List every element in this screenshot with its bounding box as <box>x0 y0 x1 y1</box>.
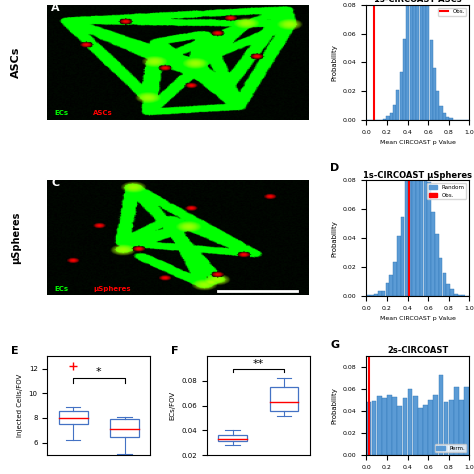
Bar <box>450 289 454 296</box>
Bar <box>387 395 392 455</box>
Y-axis label: Probability: Probability <box>331 219 337 256</box>
Bar <box>110 419 139 437</box>
Bar <box>438 375 443 455</box>
Legend: Perm.: Perm. <box>435 444 466 452</box>
Bar <box>426 4 429 120</box>
Bar <box>424 152 427 296</box>
Text: G: G <box>330 340 339 350</box>
Bar <box>447 284 450 296</box>
Bar <box>458 295 462 296</box>
X-axis label: Mean CIRCOAST p Value: Mean CIRCOAST p Value <box>380 140 456 146</box>
Bar <box>270 387 299 410</box>
Bar <box>397 236 401 296</box>
Bar <box>439 106 443 120</box>
Bar <box>409 155 412 296</box>
Bar <box>443 273 447 296</box>
Bar <box>393 262 397 296</box>
Bar <box>435 234 438 296</box>
Text: ASCs: ASCs <box>11 47 21 78</box>
Bar <box>446 117 449 120</box>
Bar <box>423 0 426 120</box>
Bar <box>449 400 454 455</box>
Text: F: F <box>171 346 178 356</box>
Text: μSpheres: μSpheres <box>11 212 21 264</box>
Text: D: D <box>330 163 339 173</box>
Bar <box>413 0 416 120</box>
Bar <box>454 387 459 455</box>
Bar <box>433 395 438 455</box>
Bar <box>443 113 446 120</box>
Bar <box>378 292 382 296</box>
Bar <box>392 397 397 455</box>
Bar <box>428 182 431 296</box>
Bar <box>423 404 428 455</box>
Bar <box>419 0 423 120</box>
Bar <box>436 91 439 120</box>
Legend: Random, Obs.: Random, Obs. <box>428 183 466 200</box>
Bar <box>403 39 406 120</box>
Bar <box>428 400 433 455</box>
Text: *: * <box>96 367 101 377</box>
Bar <box>406 0 410 120</box>
Bar <box>413 396 418 455</box>
Bar <box>433 68 436 120</box>
Text: E: E <box>11 346 19 356</box>
Title: 1s-CIRCOAST μSpheres: 1s-CIRCOAST μSpheres <box>363 171 472 180</box>
Text: μSpheres: μSpheres <box>93 286 131 292</box>
Y-axis label: Injected Cells/FOV: Injected Cells/FOV <box>17 374 23 437</box>
Bar <box>402 398 407 455</box>
Bar <box>386 116 390 120</box>
Bar <box>429 40 433 120</box>
Text: **: ** <box>253 358 264 369</box>
Title: 2s-CIRCOAST: 2s-CIRCOAST <box>387 346 448 356</box>
Text: ECs: ECs <box>54 110 68 117</box>
Legend: Obs.: Obs. <box>438 8 466 16</box>
Bar <box>393 106 396 120</box>
Bar <box>449 118 453 120</box>
Bar <box>382 292 385 296</box>
Bar <box>408 389 412 455</box>
Bar <box>389 274 393 296</box>
Bar <box>390 113 393 120</box>
Bar <box>218 435 247 441</box>
Bar <box>372 401 376 455</box>
Bar <box>416 133 419 296</box>
Bar <box>454 294 458 296</box>
Bar <box>459 400 464 455</box>
Bar <box>59 410 88 424</box>
Bar <box>382 398 387 455</box>
Bar <box>401 217 404 296</box>
X-axis label: Mean CIRCOAST p Value: Mean CIRCOAST p Value <box>380 316 456 321</box>
Bar <box>439 258 443 296</box>
Bar <box>405 178 408 296</box>
Bar <box>377 396 382 455</box>
Bar <box>396 90 400 120</box>
Bar <box>420 141 423 296</box>
Bar <box>465 387 469 455</box>
Bar <box>374 294 378 296</box>
Y-axis label: Probability: Probability <box>331 44 337 81</box>
Bar <box>383 119 386 120</box>
Title: 1s-CIRCOAST ASCs: 1s-CIRCOAST ASCs <box>374 0 462 4</box>
Text: C: C <box>51 178 59 188</box>
Bar <box>397 406 402 455</box>
Bar <box>410 0 413 120</box>
Text: ASCs: ASCs <box>93 110 113 117</box>
Bar <box>431 212 435 296</box>
Y-axis label: Probability: Probability <box>331 387 337 424</box>
Y-axis label: ECs/FOV: ECs/FOV <box>170 391 176 420</box>
Bar <box>462 295 465 296</box>
Text: ECs: ECs <box>54 286 68 292</box>
Bar <box>444 402 448 455</box>
Bar <box>416 0 419 120</box>
Bar <box>385 283 389 296</box>
Text: A: A <box>51 2 60 12</box>
Bar <box>412 137 416 296</box>
Bar <box>370 295 374 296</box>
Bar <box>418 408 423 455</box>
Bar <box>366 402 371 455</box>
Bar <box>400 72 403 120</box>
